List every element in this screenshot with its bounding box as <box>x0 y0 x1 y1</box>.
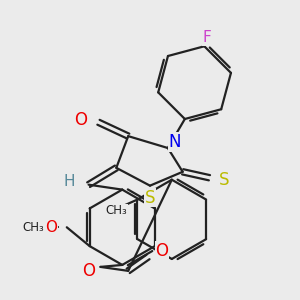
Text: N: N <box>169 133 181 151</box>
Text: CH₃: CH₃ <box>22 221 44 234</box>
Text: O: O <box>45 220 57 235</box>
Text: S: S <box>219 171 230 189</box>
Text: CH₃: CH₃ <box>106 204 128 217</box>
Text: S: S <box>145 189 155 207</box>
Text: O: O <box>74 111 87 129</box>
Text: F: F <box>202 30 211 45</box>
Text: H: H <box>63 174 74 189</box>
Text: O: O <box>82 262 95 280</box>
Text: O: O <box>155 242 168 260</box>
